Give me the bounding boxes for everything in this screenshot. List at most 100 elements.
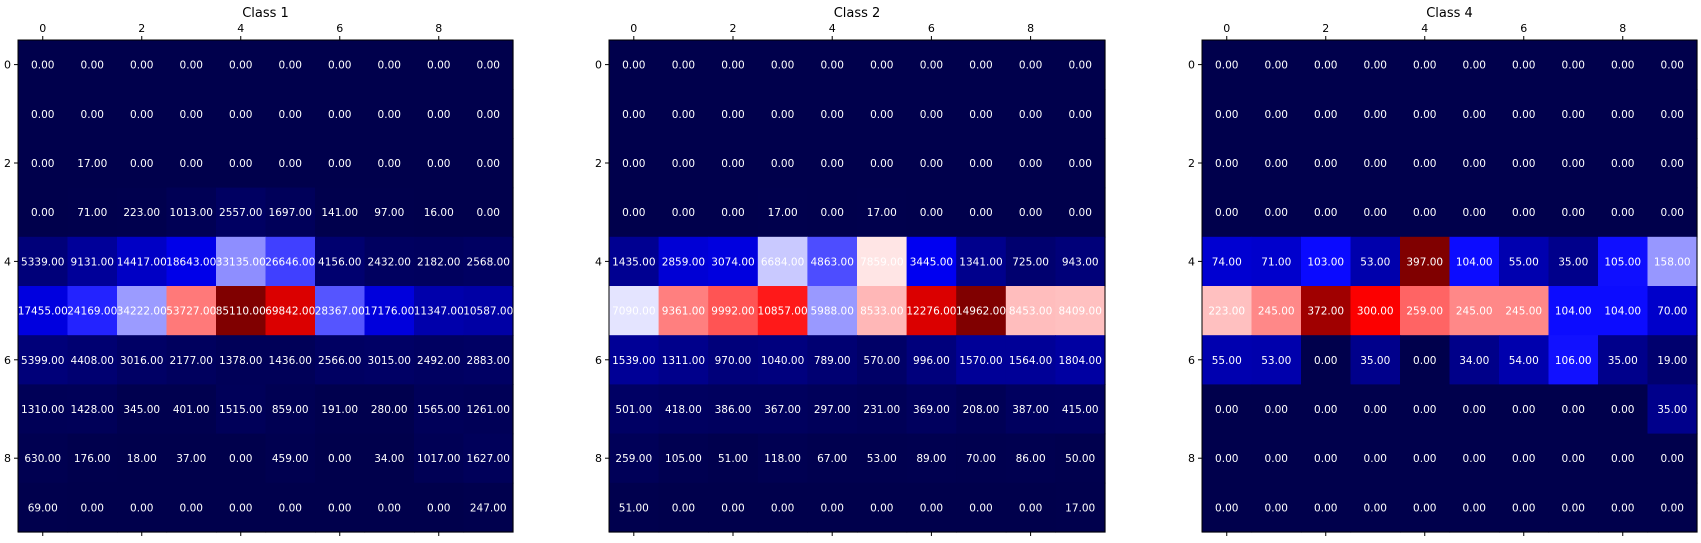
heatmap-cell xyxy=(1548,335,1599,385)
heatmap-cell xyxy=(216,187,267,238)
heatmap-cell xyxy=(1400,482,1451,533)
cell-value-label: 0.00 xyxy=(31,109,54,121)
cell-value-label: 0.00 xyxy=(1562,404,1585,416)
cell-value-label: 0.00 xyxy=(1463,404,1486,416)
cell-value-label: 0.00 xyxy=(1413,60,1436,72)
heatmap-cell xyxy=(117,286,168,336)
cell-value-label: 0.00 xyxy=(721,502,744,514)
y-tick-label: 0 xyxy=(1188,59,1195,72)
cell-value-label: 247.00 xyxy=(470,502,507,514)
heatmap-cell xyxy=(1449,40,1500,90)
cell-value-label: 0.00 xyxy=(1314,355,1337,367)
heatmap-cell xyxy=(1449,482,1500,533)
heatmap-cell xyxy=(364,286,415,336)
cell-value-label: 69.00 xyxy=(28,502,58,514)
heatmap-cell xyxy=(609,187,660,238)
heatmap-cell xyxy=(906,286,957,336)
cell-value-label: 106.00 xyxy=(1555,355,1592,367)
cell-value-label: 50.00 xyxy=(1065,453,1095,465)
cell-value-label: 104.00 xyxy=(1604,306,1641,318)
cell-value-label: 8409.00 xyxy=(1058,306,1101,318)
cell-value-label: 0.00 xyxy=(1215,453,1238,465)
heatmap-cell xyxy=(1598,335,1649,385)
heatmap-cell xyxy=(906,236,957,287)
cell-value-label: 245.00 xyxy=(1505,306,1542,318)
cell-value-label: 0.00 xyxy=(1314,109,1337,121)
heatmap-cell xyxy=(708,236,759,287)
heatmap-cell xyxy=(609,433,660,484)
cell-value-label: 1311.00 xyxy=(662,355,705,367)
heatmap-cell xyxy=(1301,187,1352,238)
heatmap-cell xyxy=(166,138,217,189)
heatmap-cell xyxy=(857,187,908,238)
heatmap-cell xyxy=(67,187,118,238)
heatmap-cell xyxy=(857,433,908,484)
heatmap-cell xyxy=(364,433,415,484)
heatmap-cell xyxy=(1400,89,1451,139)
heatmap-cell xyxy=(906,89,957,139)
x-tick-label: 2 xyxy=(138,22,145,35)
heatmap-cell xyxy=(708,335,759,385)
cell-value-label: 1565.00 xyxy=(417,404,460,416)
cell-value-label: 0.00 xyxy=(1463,60,1486,72)
cell-value-label: 397.00 xyxy=(1406,256,1443,268)
heatmap-cell xyxy=(1499,138,1550,189)
heatmap-cell xyxy=(117,187,168,238)
cell-value-label: 0.00 xyxy=(1661,60,1684,72)
heatmap-cell xyxy=(67,286,118,336)
cell-value-label: 0.00 xyxy=(920,502,943,514)
heatmap-cell xyxy=(1350,187,1401,238)
cell-value-label: 0.00 xyxy=(870,109,893,121)
y-tick-label: 6 xyxy=(4,354,11,367)
heatmap-cell xyxy=(315,236,366,287)
heatmap-cell xyxy=(906,138,957,189)
cell-value-label: 53.00 xyxy=(1261,355,1291,367)
heatmap-cell xyxy=(1301,40,1352,90)
cell-value-label: 0.00 xyxy=(180,109,203,121)
heatmap-cell xyxy=(1005,286,1056,336)
cell-value-label: 259.00 xyxy=(1406,306,1443,318)
cell-value-label: 17.00 xyxy=(867,207,897,219)
heatmap-cell xyxy=(1350,40,1401,90)
heatmap-cell xyxy=(1400,335,1451,385)
heatmap-cell xyxy=(216,482,267,533)
cell-value-label: 0.00 xyxy=(1512,158,1535,170)
cell-value-label: 0.00 xyxy=(279,109,302,121)
cell-value-label: 53.00 xyxy=(867,453,897,465)
heatmap-cell xyxy=(1301,286,1352,336)
cell-value-label: 67.00 xyxy=(817,453,847,465)
heatmap-cell xyxy=(414,40,465,90)
heatmap-cell xyxy=(757,286,808,336)
heatmap-cell xyxy=(18,138,69,189)
heatmap-cell xyxy=(1449,138,1500,189)
cell-value-label: 9131.00 xyxy=(71,256,114,268)
cell-value-label: 0.00 xyxy=(1413,355,1436,367)
cell-value-label: 0.00 xyxy=(821,502,844,514)
heatmap-cell xyxy=(1251,286,1302,336)
heatmap-panel-class-2: Class 2 0.00 0.00 0.00 0.00 0.00 0.00 0.00 0.00… xyxy=(595,6,1106,536)
cell-value-label: 0.00 xyxy=(1661,207,1684,219)
cell-value-label: 0.00 xyxy=(1069,60,1092,72)
cell-value-label: 70.00 xyxy=(1657,306,1687,318)
cell-value-label: 0.00 xyxy=(969,502,992,514)
cell-value-label: 0.00 xyxy=(1463,207,1486,219)
heatmap-cell xyxy=(1301,433,1352,484)
cell-value-label: 0.00 xyxy=(1611,502,1634,514)
heatmap-cell xyxy=(658,89,709,139)
y-tick-label: 4 xyxy=(1188,255,1195,268)
heatmap-cell xyxy=(1005,482,1056,533)
heatmap-cell xyxy=(906,482,957,533)
heatmap-cell xyxy=(166,384,217,435)
cell-value-label: 8453.00 xyxy=(1009,306,1052,318)
cell-value-label: 2557.00 xyxy=(219,207,262,219)
x-tick-label: 4 xyxy=(1421,22,1428,35)
heatmap-cell xyxy=(1350,89,1401,139)
cell-value-label: 105.00 xyxy=(1604,256,1641,268)
cell-value-label: 0.00 xyxy=(477,158,500,170)
heatmap-cell xyxy=(67,433,118,484)
heatmap-cell xyxy=(1055,384,1106,435)
heatmap-cell xyxy=(1548,384,1599,435)
heatmap-cell xyxy=(658,433,709,484)
heatmap-cell xyxy=(67,335,118,385)
heatmap-cell xyxy=(18,286,69,336)
